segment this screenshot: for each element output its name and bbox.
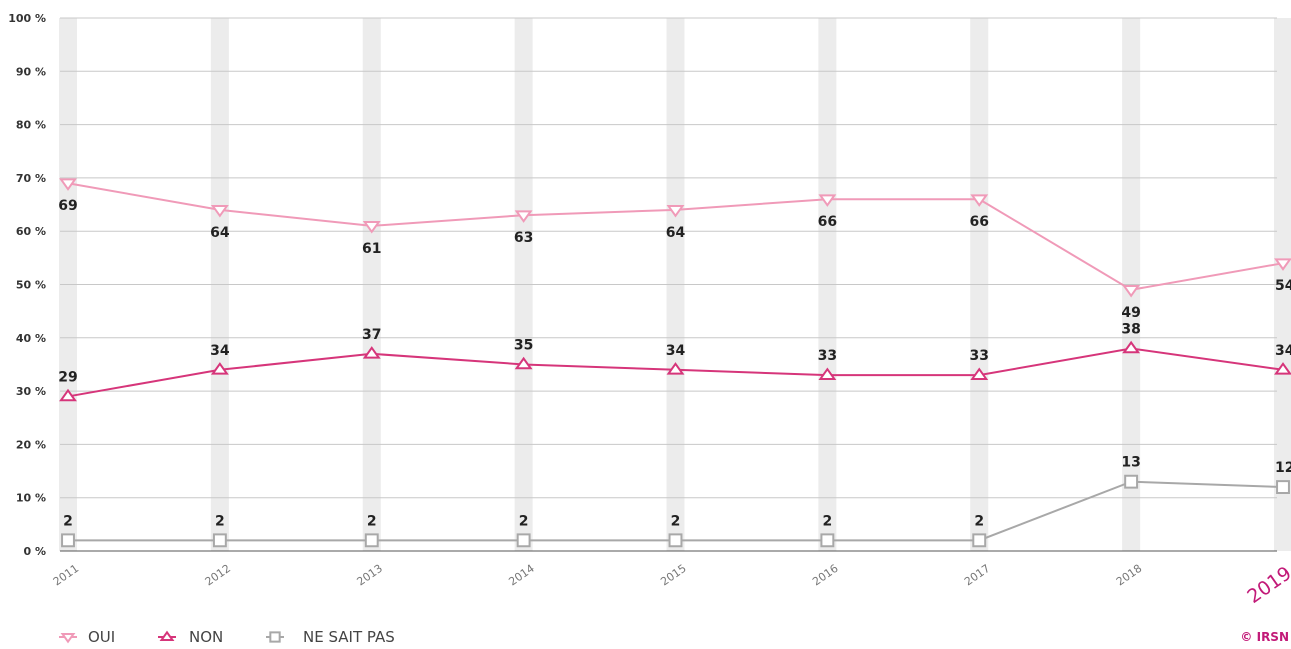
data-point-ne-sait-pas — [1124, 474, 1139, 489]
x-tick-label: 2019 — [1243, 562, 1291, 608]
data-label-oui: 64 — [210, 225, 230, 241]
data-label-oui: 63 — [514, 230, 533, 246]
data-label-non: 34 — [210, 343, 230, 359]
legend-item-non: NON — [158, 628, 223, 646]
x-tick-label: 2015 — [658, 562, 688, 589]
data-label-oui: 54 — [1275, 278, 1291, 294]
legend-label: NON — [189, 628, 223, 645]
data-point-oui — [818, 194, 837, 207]
data-point-non — [666, 362, 685, 375]
data-label-ne-sait-pas: 2 — [823, 513, 833, 529]
data-point-oui — [362, 221, 381, 234]
data-label-non: 34 — [1275, 343, 1291, 359]
data-label-non: 33 — [818, 348, 837, 364]
data-point-non — [59, 388, 77, 402]
data-point-ne-sait-pas — [1276, 480, 1290, 494]
x-axis-ticks: 2011 2012 2013 2014 2015 2016 2017 2018 2019 — [51, 562, 1291, 608]
data-point-non — [818, 367, 837, 380]
y-tick-label: 50 % — [16, 279, 46, 292]
series-oui: 69 64 61 63 64 66 66 49 54 — [58, 178, 1291, 321]
y-tick-label: 80 % — [16, 119, 46, 132]
data-label-ne-sait-pas: 12 — [1275, 460, 1291, 476]
y-tick-label: 70 % — [16, 172, 46, 185]
data-point-ne-sait-pas — [516, 533, 531, 548]
data-point-oui — [1274, 258, 1291, 271]
legend-marker-icon — [60, 632, 76, 644]
legend-marker-icon — [159, 630, 175, 642]
data-label-non: 33 — [970, 348, 989, 364]
data-label-ne-sait-pas: 2 — [63, 513, 73, 529]
data-label-oui: 66 — [970, 214, 989, 230]
data-label-non: 37 — [362, 327, 381, 343]
data-label-oui: 49 — [1121, 305, 1140, 321]
data-label-oui: 61 — [362, 241, 381, 257]
data-label-oui: 64 — [666, 225, 686, 241]
data-point-non — [1274, 362, 1291, 375]
legend-label: NE SAIT PAS — [303, 628, 395, 645]
data-label-non: 35 — [514, 337, 533, 353]
y-tick-label: 0 % — [23, 545, 46, 558]
data-point-oui — [210, 205, 229, 218]
x-tick-label: 2011 — [51, 562, 81, 589]
y-tick-label: 60 % — [16, 225, 46, 238]
data-label-ne-sait-pas: 2 — [671, 513, 681, 529]
y-tick-label: 90 % — [16, 65, 46, 78]
data-label-oui: 69 — [58, 198, 77, 214]
x-tick-label: 2018 — [1114, 562, 1144, 589]
data-label-non: 38 — [1121, 321, 1140, 337]
data-point-ne-sait-pas — [668, 533, 683, 548]
data-label-non: 34 — [666, 343, 686, 359]
y-tick-label: 20 % — [16, 438, 46, 451]
data-point-non — [970, 367, 989, 380]
data-point-non — [514, 356, 533, 370]
legend-marker-icon — [269, 631, 281, 643]
data-point-oui — [59, 178, 77, 191]
x-tick-label: 2013 — [355, 562, 385, 589]
y-tick-label: 10 % — [16, 492, 46, 505]
data-point-non — [362, 346, 381, 359]
y-axis-ticks: 0 % 10 % 20 % 30 % 40 % 50 % 60 % 70 % 80 % 90 % 1… — [8, 12, 46, 558]
series-non: 29 34 37 35 34 33 33 38 34 — [58, 321, 1291, 402]
data-point-ne-sait-pas — [820, 533, 835, 548]
data-label-ne-sait-pas: 2 — [215, 513, 225, 529]
series-ne-sait-pas: 2 2 2 2 2 2 2 13 12 — [61, 455, 1291, 548]
data-point-oui — [970, 194, 989, 207]
legend-item-oui: OUI — [59, 628, 115, 646]
data-point-ne-sait-pas — [61, 533, 75, 548]
legend: OUI NON NE SAIT PAS — [59, 628, 395, 646]
data-label-ne-sait-pas: 13 — [1121, 455, 1140, 471]
data-label-oui: 66 — [818, 214, 837, 230]
data-label-non: 29 — [58, 369, 77, 385]
legend-label: OUI — [88, 628, 115, 645]
data-point-non — [210, 362, 229, 375]
gridlines — [60, 17, 1277, 552]
data-point-ne-sait-pas — [212, 533, 227, 548]
y-tick-label: 40 % — [16, 332, 46, 345]
data-label-ne-sait-pas: 2 — [519, 513, 529, 529]
y-tick-label: 30 % — [16, 385, 46, 398]
credit-label: © IRSN — [1240, 630, 1289, 644]
x-tick-label: 2017 — [962, 562, 992, 589]
column-band-2019 — [1274, 18, 1291, 551]
x-tick-label: 2016 — [810, 562, 840, 589]
data-point-non — [1122, 340, 1141, 354]
x-tick-label: 2012 — [203, 562, 233, 589]
data-label-ne-sait-pas: 2 — [367, 513, 377, 529]
data-point-ne-sait-pas — [364, 533, 379, 548]
data-point-oui — [666, 205, 685, 218]
data-point-oui — [1122, 284, 1141, 298]
data-label-ne-sait-pas: 2 — [974, 513, 984, 529]
data-point-oui — [514, 210, 533, 223]
data-point-ne-sait-pas — [972, 533, 987, 548]
legend-item-ne-sait-pas: NE SAIT PAS — [266, 628, 395, 646]
y-tick-label: 100 % — [8, 12, 46, 25]
x-tick-label: 2014 — [506, 562, 536, 589]
